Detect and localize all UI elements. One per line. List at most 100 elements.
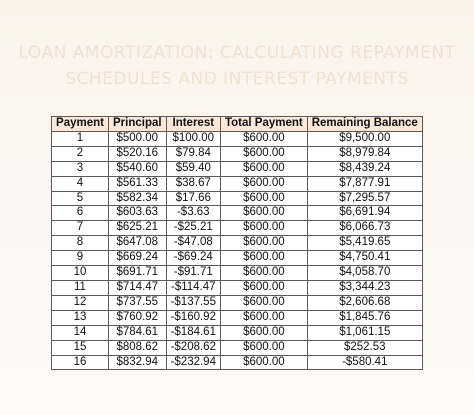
cell-principal: $669.24 bbox=[108, 250, 167, 267]
header-interest: Interest bbox=[165, 116, 221, 132]
cell-remaining-balance: $4,750.41 bbox=[306, 250, 423, 267]
cell-total-payment: $600.00 bbox=[219, 309, 308, 326]
cell-total-payment: $600.00 bbox=[219, 235, 308, 252]
cell-interest: -$91.71 bbox=[165, 265, 221, 281]
table-row: 14 $784.61 -$184.61 $600.00 $1,061.15 bbox=[51, 324, 423, 341]
cell-remaining-balance: $5,419.65 bbox=[306, 235, 423, 252]
cell-interest: $17.66 bbox=[165, 190, 221, 207]
table-row: 6 $603.63 -$3.63 $600.00 $6,691.94 bbox=[51, 205, 423, 222]
cell-interest: -$47.08 bbox=[165, 235, 221, 252]
cell-principal: $714.47 bbox=[108, 279, 167, 296]
cell-payment: 3 bbox=[51, 160, 109, 177]
cell-remaining-balance: $252.53 bbox=[306, 339, 423, 356]
cell-payment: 5 bbox=[51, 190, 109, 207]
cell-principal: $647.08 bbox=[108, 235, 167, 252]
cell-principal: $540.60 bbox=[108, 160, 167, 177]
cell-principal: $625.21 bbox=[108, 220, 167, 237]
cell-total-payment: $600.00 bbox=[219, 339, 308, 356]
cell-payment: 6 bbox=[51, 205, 109, 222]
header-remaining-balance: Remaining Balance bbox=[306, 116, 423, 132]
table-row: 3 $540.60 $59.40 $600.00 $8,439.24 bbox=[51, 160, 423, 177]
cell-remaining-balance: $7,877.91 bbox=[306, 175, 423, 192]
amortization-table: Payment Principal Interest Total Payment… bbox=[51, 116, 423, 371]
cell-interest: -$69.24 bbox=[165, 250, 221, 267]
table-row: 15 $808.62 -$208.62 $600.00 $252.53 bbox=[51, 339, 423, 356]
header-payment: Payment bbox=[51, 116, 109, 132]
cell-payment: 12 bbox=[51, 294, 109, 311]
table-row: 4 $561.33 $38.67 $600.00 $7,877.91 bbox=[51, 175, 423, 192]
cell-interest: -$160.92 bbox=[165, 309, 221, 326]
cell-interest: -$232.94 bbox=[165, 354, 221, 371]
title-line-2: SCHEDULES AND INTEREST PAYMENTS bbox=[65, 69, 409, 89]
cell-total-payment: $600.00 bbox=[219, 145, 308, 162]
cell-interest: $79.84 bbox=[165, 145, 221, 162]
cell-payment: 16 bbox=[51, 354, 109, 371]
table-row: 8 $647.08 -$47.08 $600.00 $5,419.65 bbox=[51, 235, 423, 252]
cell-principal: $760.92 bbox=[108, 309, 167, 326]
cell-interest: -$3.63 bbox=[165, 205, 221, 222]
cell-total-payment: $600.00 bbox=[219, 324, 308, 341]
cell-remaining-balance: $3,344.23 bbox=[306, 279, 423, 296]
cell-payment: 9 bbox=[51, 250, 109, 267]
table-row: 16 $832.94 -$232.94 $600.00 -$580.41 bbox=[51, 354, 423, 371]
cell-interest: $100.00 bbox=[165, 130, 221, 147]
cell-principal: $691.71 bbox=[108, 265, 167, 281]
cell-remaining-balance: $8,439.24 bbox=[306, 160, 423, 177]
cell-total-payment: $600.00 bbox=[219, 130, 308, 147]
cell-interest: -$137.55 bbox=[165, 294, 221, 311]
cell-remaining-balance: $2,606.68 bbox=[306, 294, 423, 311]
cell-remaining-balance: $8,979.84 bbox=[306, 145, 423, 162]
cell-payment: 10 bbox=[51, 265, 109, 281]
cell-remaining-balance: $6,066.73 bbox=[306, 220, 423, 237]
cell-remaining-balance: $9,500.00 bbox=[306, 130, 423, 147]
cell-payment: 1 bbox=[51, 130, 109, 147]
cell-total-payment: $600.00 bbox=[219, 354, 308, 371]
cell-interest: -$25.21 bbox=[165, 220, 221, 237]
title-line-1: LOAN AMORTIZATION: CALCULATING REPAYMENT bbox=[18, 43, 456, 63]
cell-payment: 8 bbox=[51, 235, 109, 252]
cell-remaining-balance: $1,845.76 bbox=[306, 309, 423, 326]
cell-interest: -$208.62 bbox=[165, 339, 221, 356]
cell-principal: $808.62 bbox=[108, 339, 167, 356]
table-row: 7 $625.21 -$25.21 $600.00 $6,066.73 bbox=[51, 220, 423, 237]
cell-total-payment: $600.00 bbox=[219, 294, 308, 311]
cell-total-payment: $600.00 bbox=[219, 175, 308, 192]
cell-principal: $784.61 bbox=[108, 324, 167, 341]
table-row: 10 $691.71 -$91.71 $600.00 $4,058.70 bbox=[51, 265, 423, 281]
cell-interest: -$114.47 bbox=[165, 279, 221, 296]
cell-payment: 7 bbox=[51, 220, 109, 237]
cell-payment: 11 bbox=[51, 279, 109, 296]
cell-remaining-balance: $4,058.70 bbox=[306, 265, 423, 281]
table-row: 5 $582.34 $17.66 $600.00 $7,295.57 bbox=[51, 190, 423, 207]
cell-interest: -$184.61 bbox=[165, 324, 221, 341]
cell-principal: $561.33 bbox=[108, 175, 167, 192]
cell-principal: $582.34 bbox=[108, 190, 167, 207]
cell-principal: $737.55 bbox=[108, 294, 167, 311]
table-header-row: Payment Principal Interest Total Payment… bbox=[51, 116, 423, 132]
table-row: 1 $500.00 $100.00 $600.00 $9,500.00 bbox=[51, 130, 423, 147]
cell-principal: $832.94 bbox=[108, 354, 167, 371]
cell-total-payment: $600.00 bbox=[219, 160, 308, 177]
cell-total-payment: $600.00 bbox=[219, 250, 308, 267]
table-row: 9 $669.24 -$69.24 $600.00 $4,750.41 bbox=[51, 250, 423, 267]
cell-principal: $500.00 bbox=[108, 130, 167, 147]
header-total-payment: Total Payment bbox=[219, 116, 308, 132]
table-row: 11 $714.47 -$114.47 $600.00 $3,344.23 bbox=[51, 279, 423, 296]
table-row: 2 $520.16 $79.84 $600.00 $8,979.84 bbox=[51, 145, 423, 162]
cell-payment: 15 bbox=[51, 339, 109, 356]
table-row: 13 $760.92 -$160.92 $600.00 $1,845.76 bbox=[51, 309, 423, 326]
cell-payment: 14 bbox=[51, 324, 109, 341]
cell-total-payment: $600.00 bbox=[219, 205, 308, 222]
cell-remaining-balance: -$580.41 bbox=[306, 354, 423, 371]
table-body: 1 $500.00 $100.00 $600.00 $9,500.00 2 $5… bbox=[51, 130, 423, 371]
cell-remaining-balance: $7,295.57 bbox=[306, 190, 423, 207]
cell-payment: 2 bbox=[51, 145, 109, 162]
cell-payment: 13 bbox=[51, 309, 109, 326]
cell-total-payment: $600.00 bbox=[219, 190, 308, 207]
cell-total-payment: $600.00 bbox=[219, 279, 308, 296]
cell-interest: $59.40 bbox=[165, 160, 221, 177]
cell-principal: $603.63 bbox=[108, 205, 167, 222]
cell-remaining-balance: $1,061.15 bbox=[306, 324, 423, 341]
header-principal: Principal bbox=[108, 116, 167, 132]
